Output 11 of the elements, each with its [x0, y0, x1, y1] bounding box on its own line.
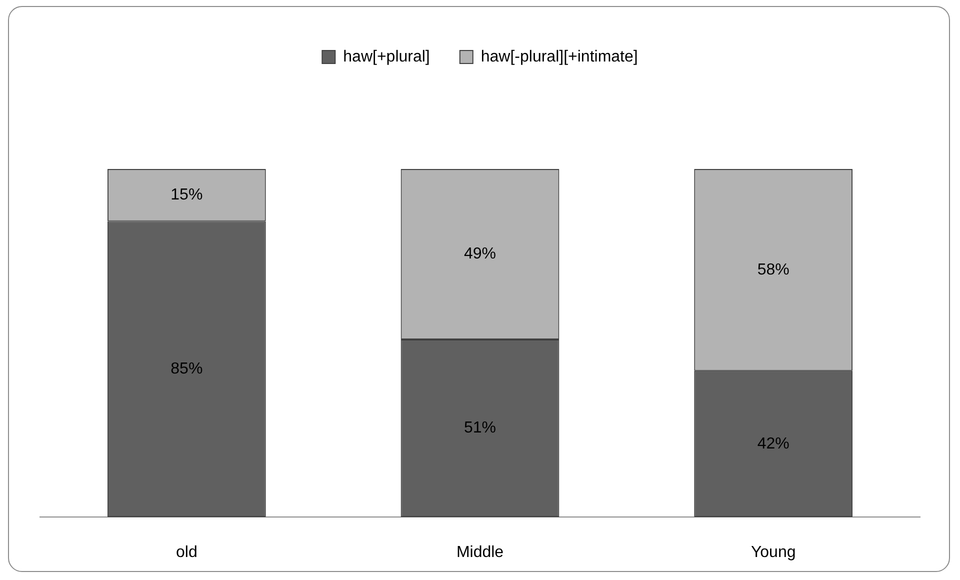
x-tick-label: old — [176, 544, 198, 562]
data-label: 42% — [757, 435, 790, 452]
data-label: 58% — [757, 261, 790, 278]
legend-label: haw[+plural] — [343, 48, 430, 66]
data-label: 15% — [170, 186, 203, 204]
data-label: 85% — [170, 360, 203, 378]
x-tick-label: Middle — [456, 544, 504, 562]
data-label: 49% — [464, 246, 496, 263]
legend-label: haw[-plural][+intimate] — [480, 48, 638, 66]
data-label: 51% — [464, 420, 496, 437]
x-tick-label: Young — [750, 544, 796, 562]
